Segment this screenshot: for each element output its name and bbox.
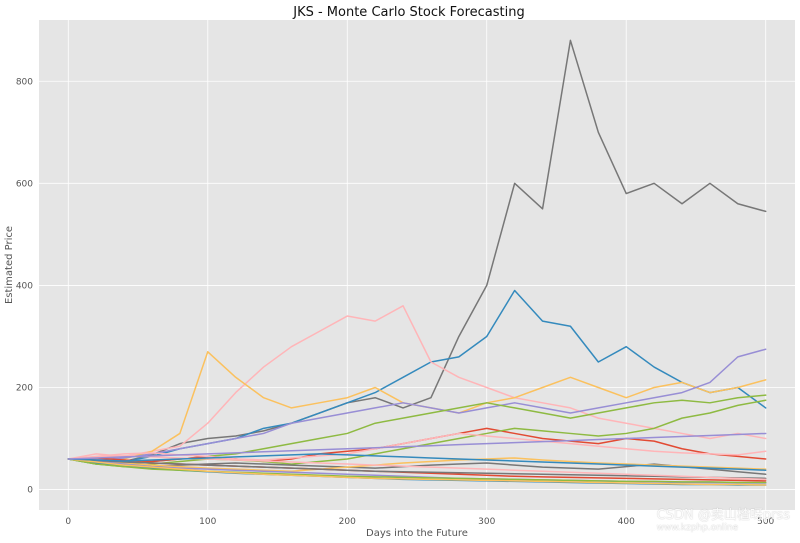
x-tick-label: 100 <box>199 517 216 527</box>
series-line <box>67 457 767 472</box>
x-tick-label: 0 <box>65 517 71 527</box>
series-line <box>67 305 767 460</box>
x-axis-label: Days into the Future <box>366 528 468 539</box>
grid <box>39 20 795 510</box>
y-axis-label: Estimated Price <box>4 226 15 304</box>
series-line <box>67 458 767 484</box>
plot-area <box>39 20 795 510</box>
x-tick-label: 500 <box>757 517 774 527</box>
x-tick-label: 200 <box>339 517 356 527</box>
y-tick-label: 0 <box>27 486 33 496</box>
series-group <box>67 39 767 486</box>
series-line <box>67 458 767 486</box>
series-line <box>67 348 767 461</box>
y-tick-label: 600 <box>16 179 33 189</box>
y-tick-label: 800 <box>16 77 33 87</box>
series-line <box>67 453 767 471</box>
y-tick-label: 200 <box>16 384 33 394</box>
ticks: 0 100 200 300 400 500 0 200 400 600 800 <box>16 77 775 527</box>
y-tick-label: 400 <box>16 281 33 291</box>
series-line <box>67 432 767 460</box>
series-line <box>67 458 767 480</box>
x-tick-label: 300 <box>478 517 495 527</box>
x-tick-label: 400 <box>618 517 635 527</box>
chart-title: JKS - Monte Carlo Stock Forecasting <box>292 5 525 20</box>
